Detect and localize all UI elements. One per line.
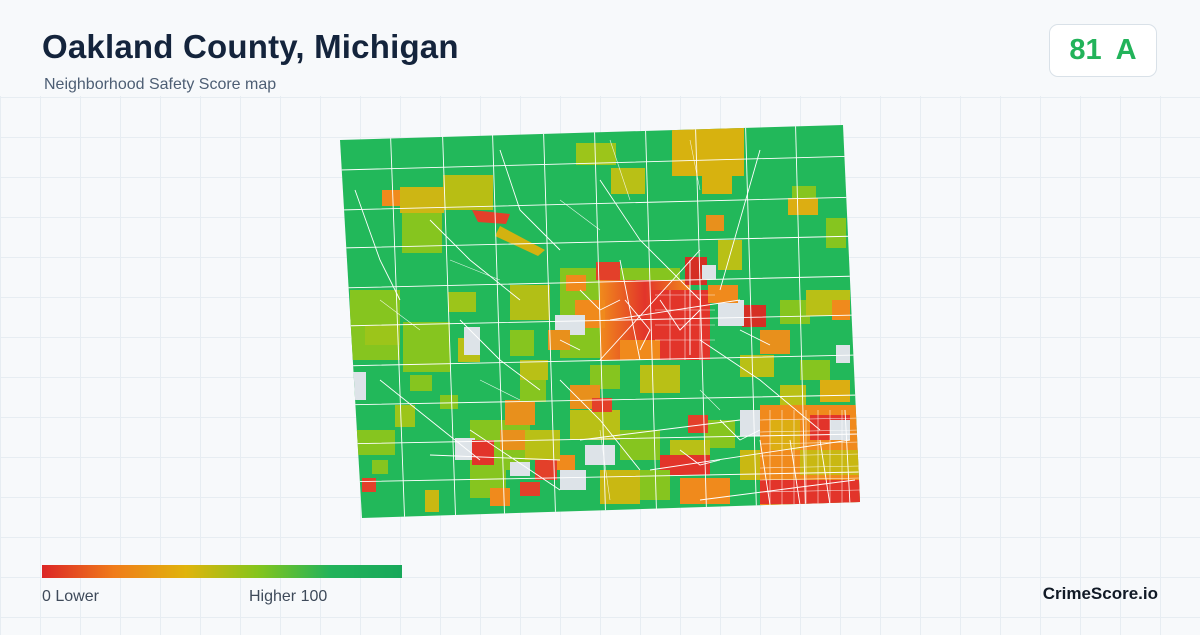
legend-color-scale: [42, 565, 402, 578]
tract: [830, 420, 850, 440]
tract: [740, 410, 760, 436]
tract: [352, 372, 366, 400]
tract: [836, 345, 850, 363]
tract: [680, 478, 730, 504]
tract: [372, 460, 388, 474]
brand-logo-text[interactable]: CrimeScore.io: [1042, 584, 1158, 603]
tract: [448, 292, 476, 312]
tract: [520, 482, 540, 496]
page-subtitle: Neighborhood Safety Score map: [44, 76, 277, 93]
tract: [510, 330, 534, 356]
neighborhood-detail-lines: [379, 139, 860, 505]
tract: [560, 470, 586, 490]
tract: [355, 430, 395, 455]
tract: [585, 445, 615, 465]
tract: [685, 257, 707, 285]
tract: [740, 450, 760, 480]
tract: [702, 265, 716, 279]
page-title: Oakland County, Michigan: [42, 28, 459, 65]
tract: [505, 400, 535, 425]
tract: [800, 360, 830, 380]
tract: [443, 175, 493, 210]
tract: [780, 385, 806, 405]
tract: [600, 470, 640, 504]
tract: [490, 488, 510, 506]
tract: [500, 430, 525, 450]
tract: [472, 440, 494, 465]
tract: [706, 215, 724, 231]
tract: [510, 462, 530, 476]
score-value: 81: [1069, 34, 1102, 66]
tract: [760, 480, 860, 504]
tract: [740, 355, 774, 377]
tract: [702, 162, 732, 194]
tract: [395, 405, 415, 427]
safety-score-badge: 81 A: [1049, 24, 1157, 77]
tract: [464, 327, 480, 355]
tract: [382, 190, 400, 206]
tract: [472, 210, 510, 224]
tract: [510, 285, 550, 320]
tract: [495, 226, 545, 256]
tract: [820, 380, 850, 402]
tract: [535, 460, 557, 480]
legend-low-label: 0 Lower: [42, 588, 99, 605]
tract: [520, 360, 548, 380]
tract: [440, 395, 458, 409]
tract: [792, 186, 816, 198]
tract: [742, 305, 766, 327]
tract: [832, 300, 850, 320]
tract: [576, 143, 616, 165]
score-grade: A: [1115, 34, 1137, 66]
tract: [718, 300, 744, 326]
tract: [365, 325, 400, 345]
tract: [362, 478, 376, 492]
neighborhood-tracts: [350, 128, 860, 512]
tract: [826, 218, 846, 248]
tract: [520, 380, 546, 402]
legend-high-label: Higher 100: [249, 588, 328, 605]
header-band: [0, 0, 1200, 96]
tract: [611, 168, 645, 194]
tract: [548, 330, 570, 350]
tract: [400, 187, 444, 213]
tract: [425, 490, 439, 512]
tract: [688, 415, 708, 433]
tract: [525, 430, 560, 460]
tract: [620, 430, 660, 460]
tract: [788, 198, 818, 215]
tract: [410, 375, 432, 391]
tract: [596, 262, 620, 280]
tract: [640, 365, 680, 393]
tract: [708, 285, 738, 303]
tract: [402, 213, 442, 253]
tract: [780, 300, 810, 324]
tract-boundaries: [340, 125, 860, 518]
